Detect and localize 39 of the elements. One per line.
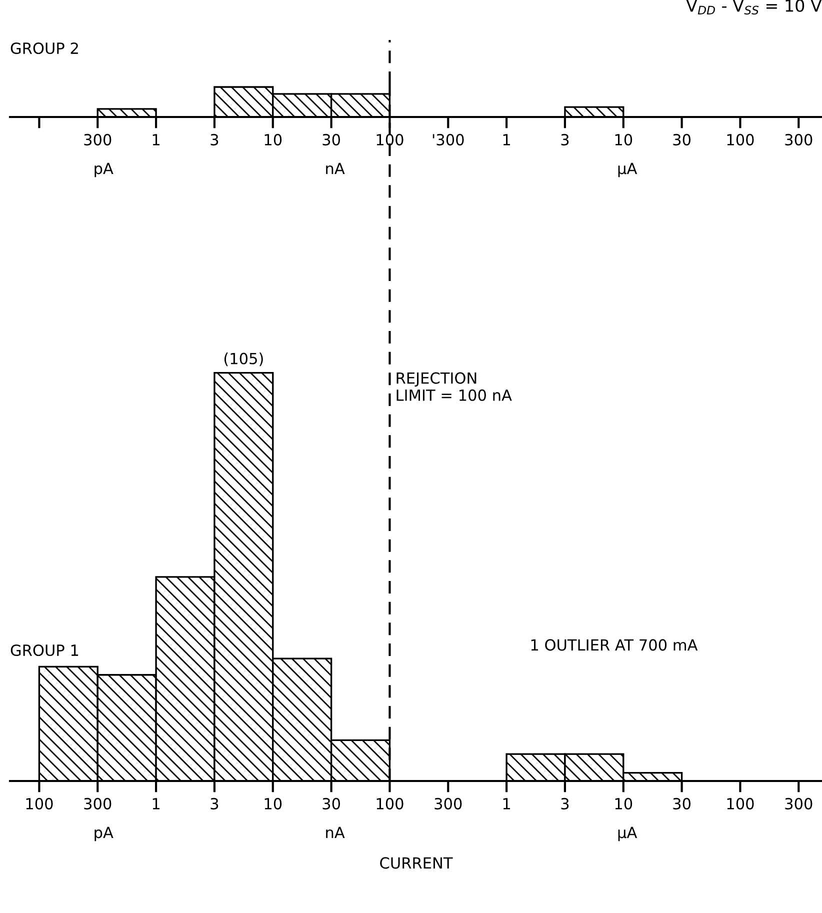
- y-axis-title: GROUP 2: [10, 42, 78, 54]
- x-tick-label: 10: [264, 798, 282, 810]
- x-tick-label: 30: [322, 798, 340, 810]
- x-tick-label: 100: [727, 134, 754, 146]
- x-tick-label: 30: [673, 134, 691, 146]
- x-tick-label: 3: [210, 798, 218, 810]
- text: µA: [618, 826, 638, 842]
- x-tick-label: 10: [264, 134, 282, 146]
- text: pA: [94, 826, 114, 842]
- x-tick-label: 300: [84, 798, 112, 810]
- x-tick-label: 10: [615, 798, 632, 810]
- x-tick-label: 3: [561, 798, 569, 810]
- x-tick-label: 30: [673, 798, 691, 810]
- x-tick-label: 1: [152, 134, 160, 146]
- x-tick-label: 1: [503, 798, 510, 810]
- x-tick-label: 300: [785, 798, 812, 810]
- x-tick-label: 3: [210, 134, 218, 146]
- x-tick-label: 100: [727, 798, 754, 810]
- x-tick-label: 3: [561, 134, 569, 146]
- x-tick-label: 300: [434, 798, 462, 810]
- x-tick-label: '300: [432, 134, 464, 146]
- ref-line-label: REJECTION LIMIT = 100 nA: [396, 372, 512, 401]
- x-tick-label: 10: [615, 134, 632, 146]
- text: nA: [326, 162, 345, 174]
- x-tick-label: 300: [84, 134, 112, 146]
- y-axis-title: GROUP 1: [10, 644, 78, 656]
- x-tick-label: 30: [322, 134, 340, 146]
- text: pA: [94, 162, 114, 178]
- x-tick-label: 300: [785, 134, 812, 146]
- x-tick-label: 100: [376, 134, 404, 146]
- text: µA: [618, 162, 638, 178]
- text: nA: [326, 826, 345, 838]
- x-tick-label: 1: [503, 134, 510, 146]
- text: (105): [224, 352, 263, 366]
- x-tick-label: 100: [26, 798, 53, 810]
- x-axis-title: CURRENT: [380, 857, 453, 869]
- x-tick-label: 100: [376, 798, 404, 810]
- x-tick-label: 1: [152, 798, 160, 810]
- annotation: 1 OUTLIER AT 700 mA: [531, 639, 698, 651]
